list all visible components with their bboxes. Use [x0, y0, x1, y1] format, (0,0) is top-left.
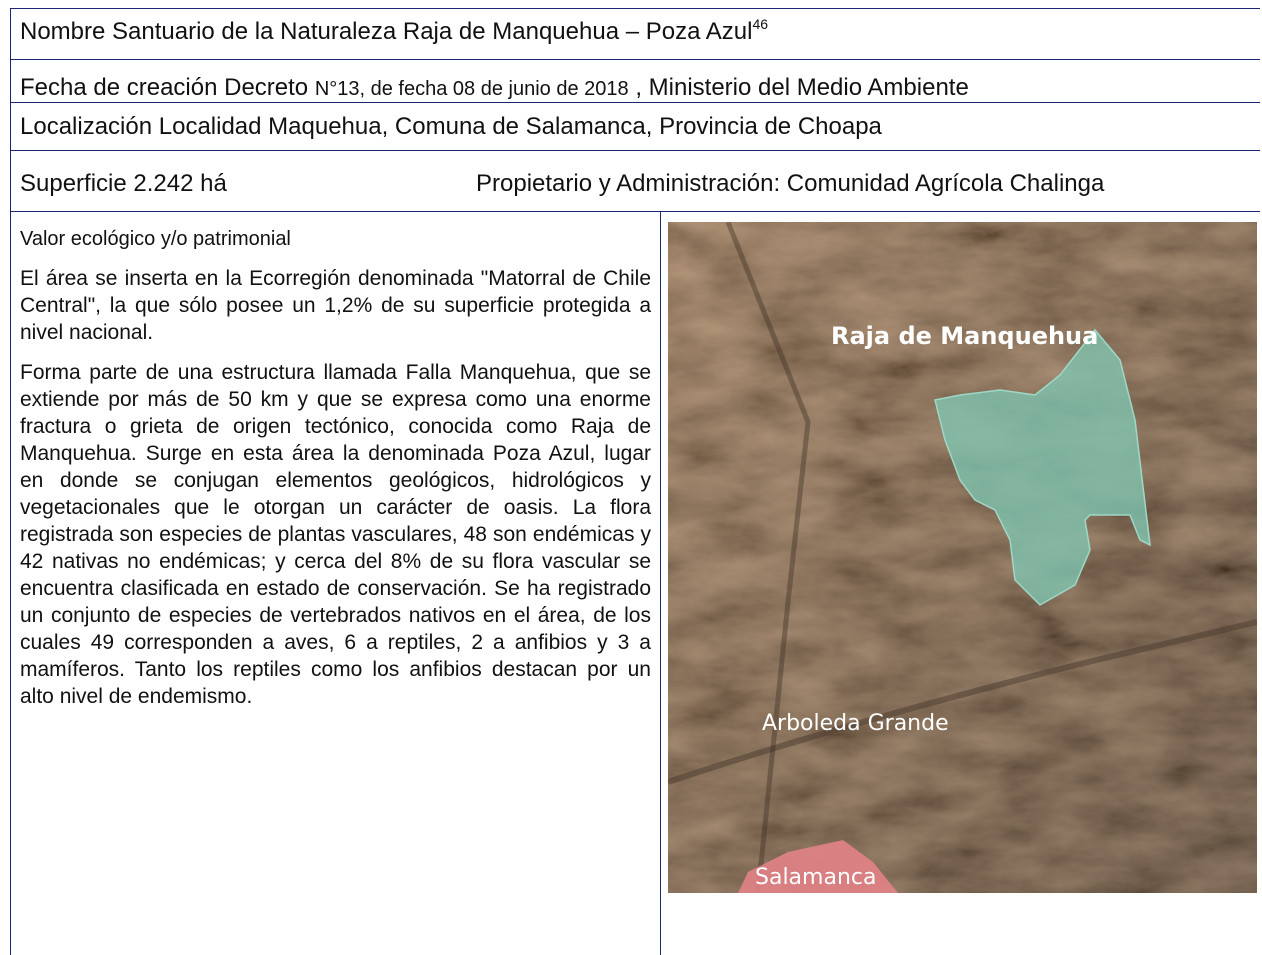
- date-row: Fecha de creación Decreto N°13, de fecha…: [10, 60, 1260, 103]
- name-row: Nombre Santuario de la Naturaleza Raja d…: [10, 8, 1260, 60]
- location: Localización Localidad Maquehua, Comuna …: [20, 113, 882, 140]
- area-row: Superficie 2.242 há Propietario y Adminis…: [10, 151, 1260, 212]
- ministry: , Ministerio del Medio Ambiente: [635, 74, 969, 101]
- map-label: Salamanca: [755, 865, 876, 890]
- decree: N°13, de fecha 08 de junio de 2018: [314, 78, 629, 100]
- satellite-map: Raja de Manquehua Arboleda Grande Salama…: [668, 222, 1257, 893]
- footnote-ref: 46: [752, 16, 769, 32]
- section-heading: Valor ecológico y/o patrimonial: [20, 228, 291, 250]
- surface: Superficie 2.242 há: [20, 170, 227, 197]
- location-row: Localización Localidad Maquehua, Comuna …: [10, 103, 1260, 151]
- sanctuary-area: [934, 328, 1151, 606]
- town-area: [738, 840, 898, 893]
- terrain-shade: [668, 222, 1257, 893]
- date-label: Fecha de creación Decreto: [20, 74, 309, 101]
- paragraph: Forma parte de una estructura llamada Fa…: [20, 361, 651, 708]
- owner: Propietario y Administración: Comunidad …: [476, 170, 1105, 197]
- valley: [668, 619, 1257, 785]
- paragraph: El área se inserta en la Ecorregión deno…: [20, 267, 651, 344]
- name: Nombre Santuario de la Naturaleza Raja d…: [20, 18, 753, 45]
- description: Valor ecológico y/o patrimonial El área …: [10, 212, 661, 955]
- map-label: Arboleda Grande: [762, 711, 949, 736]
- map-label: Raja de Manquehua: [831, 322, 1098, 350]
- ridge: [725, 222, 811, 893]
